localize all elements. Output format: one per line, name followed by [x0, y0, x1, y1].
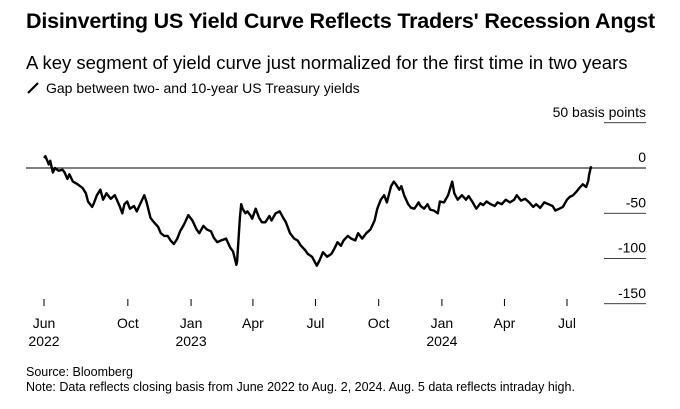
x-tick-label: Jul: [558, 315, 576, 331]
x-tick-label: Jan: [431, 315, 454, 331]
x-tick-label: Oct: [368, 315, 390, 331]
footer: Source: Bloomberg Note: Data reflects cl…: [26, 365, 575, 395]
data-note: Note: Data reflects closing basis from J…: [26, 380, 575, 394]
y-tick-label: -50: [626, 194, 646, 210]
chart-subtitle: A key segment of yield curve just normal…: [26, 52, 628, 73]
y-tick-label: 0: [638, 149, 646, 165]
x-tick-label: Apr: [242, 315, 264, 331]
x-year-label: 2024: [426, 333, 457, 349]
legend-label: Gap between two- and 10-year US Treasury…: [46, 80, 360, 96]
x-tick-label: Apr: [494, 315, 516, 331]
x-tick-label: Jan: [180, 315, 203, 331]
x-tick-label: Jun: [33, 315, 56, 331]
y-tick-label: -100: [618, 240, 646, 256]
source-note: Source: Bloomberg: [26, 365, 134, 379]
x-tick-label: Jul: [307, 315, 325, 331]
x-year-label: 2022: [28, 333, 59, 349]
x-tick-label: Oct: [117, 315, 139, 331]
legend: Gap between two- and 10-year US Treasury…: [26, 80, 360, 96]
legend-line-icon: [27, 82, 39, 94]
y-tick-label: -150: [618, 285, 646, 301]
series-line: [43, 155, 593, 267]
x-year-label: 2023: [175, 333, 206, 349]
y-unit-label: 50 basis points: [553, 104, 646, 120]
chart-title: Disinverting US Yield Curve Reflects Tra…: [26, 9, 655, 33]
